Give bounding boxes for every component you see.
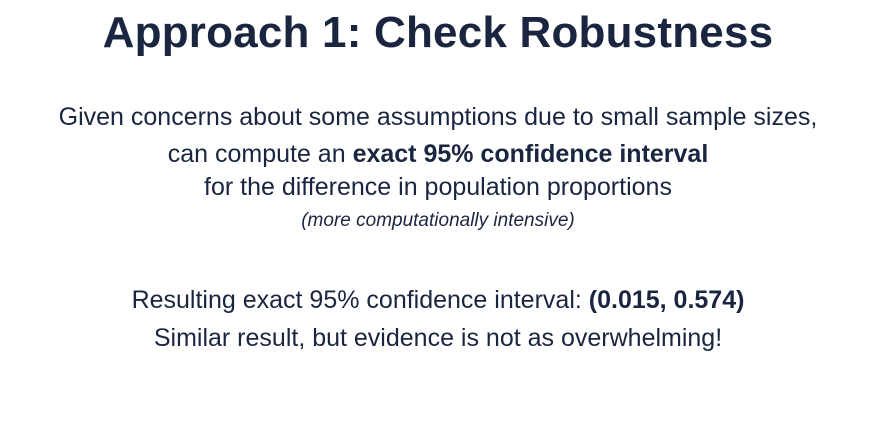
slide-title: Approach 1: Check Robustness [102, 8, 774, 57]
conclusion-line: Similar result, but evidence is not as o… [153, 324, 723, 352]
result-label: Resulting exact 95% confidence interval: [131, 286, 589, 314]
computation-note: (more computationally intensive) [301, 210, 575, 231]
intro-line-3: for the difference in population proport… [204, 173, 672, 201]
intro-line-2-prefix: can compute an [167, 140, 353, 168]
intro-line-1: Given concerns about some assumptions du… [58, 103, 818, 131]
intro-line-2: can compute an exact 95% confidence inte… [0, 140, 876, 169]
exact-ci-emphasis: exact 95% confidence interval [352, 140, 709, 168]
confidence-interval-value: (0.015, 0.574) [588, 286, 745, 314]
result-line: Resulting exact 95% confidence interval:… [0, 286, 876, 315]
